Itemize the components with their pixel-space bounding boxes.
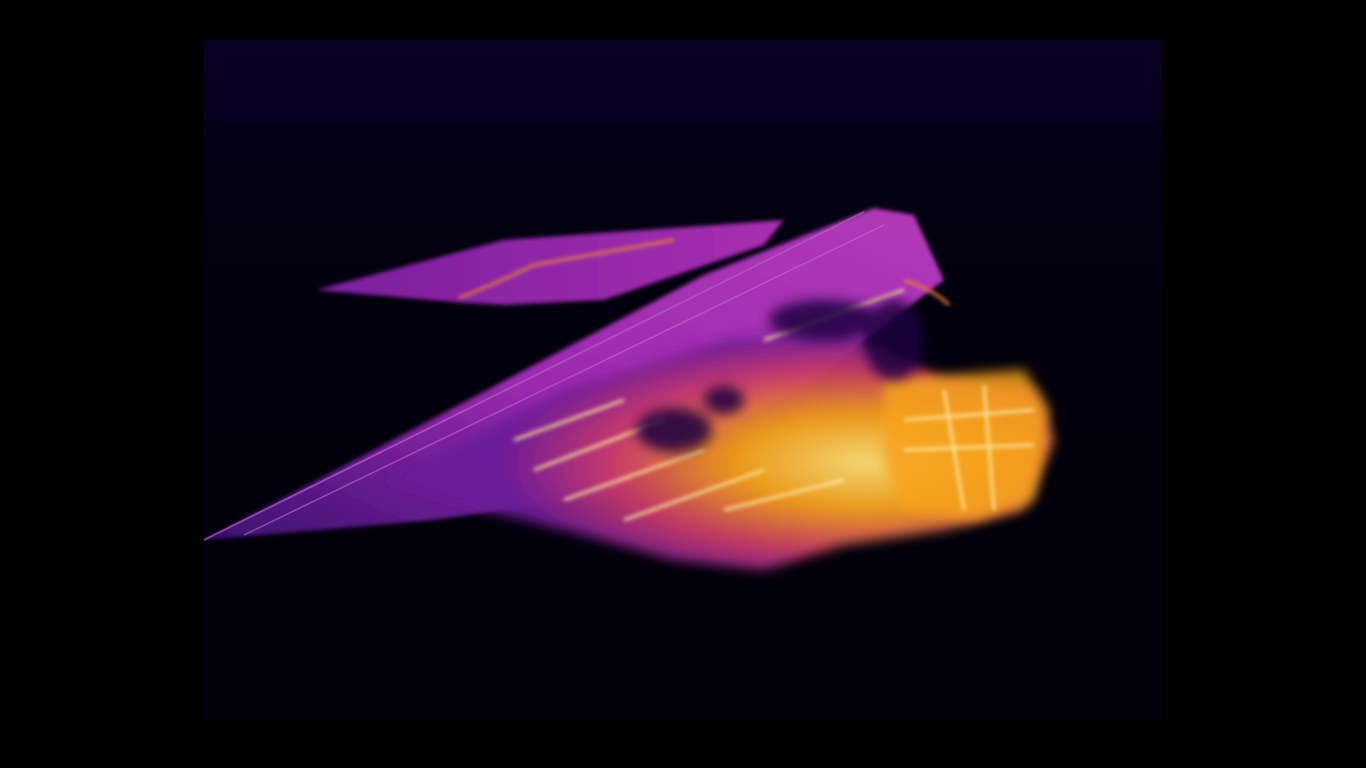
taxiway-curve <box>458 238 675 300</box>
hot-streaks <box>513 288 1035 522</box>
hot-hangar-area <box>884 370 1049 520</box>
thermal-scene <box>204 40 1162 570</box>
thermal-image <box>204 40 1162 720</box>
cool-patches <box>636 300 924 452</box>
runway-strip <box>204 208 944 540</box>
